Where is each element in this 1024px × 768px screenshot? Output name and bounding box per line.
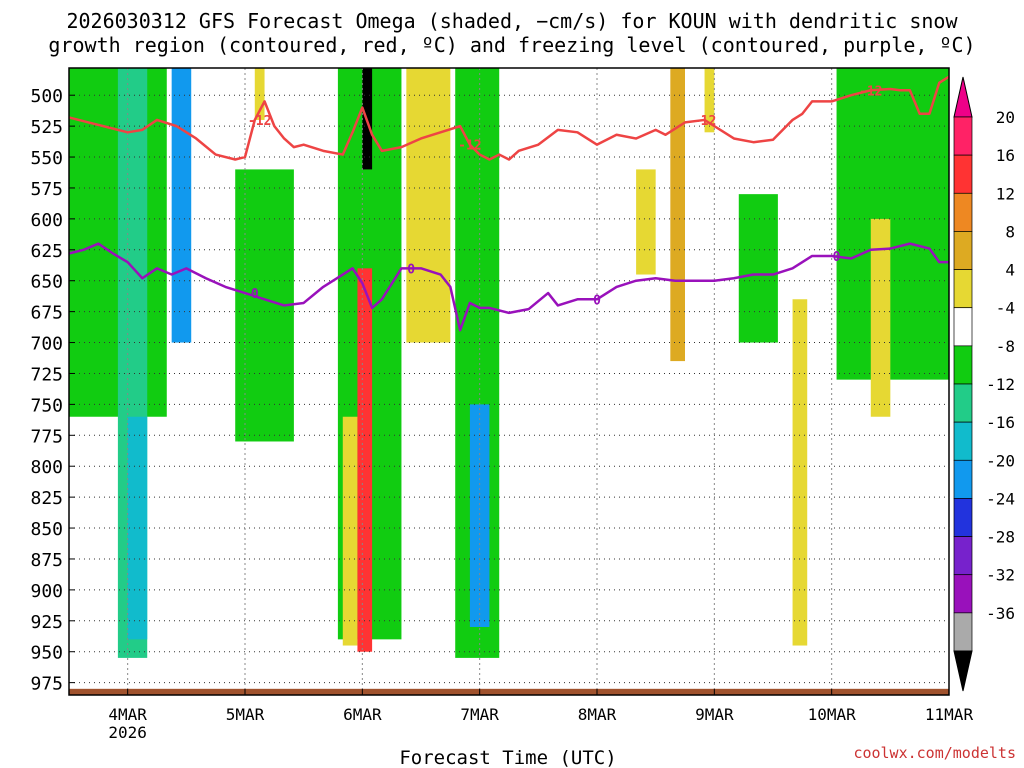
- colorbar-label: 16: [996, 146, 1015, 165]
- x-tick-label: 9MAR: [695, 705, 734, 724]
- colorbar-swatch: [953, 307, 973, 347]
- colorbar-label: -16: [986, 413, 1015, 432]
- y-tick-label: 725: [30, 364, 63, 385]
- contour-label: 0: [833, 250, 841, 265]
- y-tick-label: 900: [30, 581, 63, 602]
- colorbar-label: -32: [986, 566, 1015, 585]
- omega-red-6mar: [357, 268, 373, 652]
- colorbar-swatch: [953, 231, 973, 270]
- y-tick-label: 875: [30, 550, 63, 571]
- omega-blue-7mar: [469, 404, 490, 627]
- colorbar-swatch: [953, 269, 973, 309]
- colorbar-label: 12: [996, 184, 1015, 203]
- colorbar-label: 4: [1005, 261, 1015, 280]
- contour-series-1: [68, 242, 949, 332]
- colorbar-swatch: [953, 192, 973, 232]
- omega-yellow-10mar: [870, 218, 891, 417]
- y-tick-label: 550: [30, 148, 63, 169]
- y-tick-label: 700: [30, 334, 63, 355]
- x-tick-label: 6MAR: [343, 705, 382, 724]
- y-tick-label: 650: [30, 272, 63, 293]
- colorbar-swatch: [953, 459, 973, 499]
- y-tick-label: 750: [30, 395, 63, 416]
- y-tick-label: 850: [30, 519, 63, 540]
- x-axis-label: Forecast Time (UTC): [399, 747, 616, 768]
- y-axis: 500 525 550 575 600 625 650 675 700 725 750 775 800 8…: [30, 86, 75, 695]
- colorbar-swatch: [953, 345, 973, 385]
- x-tick-label: 11MAR: [925, 705, 974, 724]
- colorbar-bottom-cap: [953, 650, 973, 692]
- omega-shading-layer: [69, 68, 949, 658]
- x-tick-label: 8MAR: [578, 705, 617, 724]
- colorbar-label: -8: [996, 337, 1015, 356]
- colorbar-label: -20: [986, 451, 1015, 470]
- colorbar-top-cap: [953, 76, 973, 118]
- colorbar-label: -28: [986, 528, 1015, 547]
- omega-yellow-9-10mar: [792, 299, 808, 646]
- y-tick-label: 775: [30, 426, 63, 447]
- y-tick-label: 625: [30, 241, 63, 262]
- x-tick-sublabel: 2026: [108, 723, 147, 742]
- contour-label: -12: [458, 139, 481, 154]
- ground-surface: [69, 688, 949, 695]
- omega-cyan-4mar-low: [127, 416, 148, 640]
- colorbar-label: -4: [996, 299, 1015, 318]
- colorbar-label: -12: [986, 375, 1015, 394]
- y-tick-label: 500: [30, 86, 63, 107]
- contour-label: 0: [251, 287, 259, 302]
- omega-green-10mar: [836, 68, 949, 380]
- ground-layer: [69, 688, 949, 695]
- x-tick-label: 5MAR: [226, 705, 265, 724]
- colorbar-label: 20: [996, 108, 1015, 127]
- plot-area: [69, 68, 949, 695]
- colorbar: 20 16 12 8 4 -4 -8 -12 -16 -20 -24 -28 -32 -36: [953, 76, 1015, 692]
- contour-label: 0: [593, 293, 601, 308]
- contour-label: 0: [407, 262, 415, 277]
- colorbar-swatch: [953, 421, 973, 461]
- omega-yellow-8mar: [636, 169, 656, 275]
- contour-label: -12: [248, 114, 271, 129]
- contour-label: -12: [859, 84, 882, 99]
- colorbar-swatch: [953, 574, 973, 614]
- colorbar-label: -24: [986, 489, 1015, 508]
- colorbar-swatch: [953, 116, 973, 156]
- chart-title-line2: growth region (contoured, red, ºC) and f…: [48, 33, 975, 57]
- omega-green-9mar: [738, 194, 778, 343]
- credit-text: coolwx.com/modelts: [853, 744, 1016, 762]
- y-tick-label: 675: [30, 303, 63, 324]
- contour-layer: -12 -12 -12 -12 0 0 0 0: [68, 75, 950, 332]
- colorbar-swatch: [953, 498, 973, 537]
- y-tick-label: 925: [30, 612, 63, 633]
- chart-title-line1: 2026030312 GFS Forecast Omega (shaded, −…: [66, 9, 958, 33]
- y-tick-label: 600: [30, 210, 63, 231]
- grid-layer: [69, 68, 949, 695]
- omega-yellow-9mar: [704, 68, 715, 133]
- y-tick-label: 950: [30, 643, 63, 664]
- omega-orange-8-9mar: [670, 68, 685, 362]
- omega-yellow-6-7mar: [406, 68, 451, 343]
- colorbar-label: 8: [1005, 222, 1015, 241]
- x-tick-label: 10MAR: [808, 705, 857, 724]
- omega-blue-4mar: [171, 68, 192, 343]
- omega-yellow-6mar: [342, 416, 358, 646]
- y-tick-label: 525: [30, 117, 63, 138]
- x-tick-label: 7MAR: [460, 705, 499, 724]
- colorbar-swatch: [953, 154, 973, 194]
- y-tick-label: 975: [30, 674, 63, 695]
- y-tick-label: 575: [30, 179, 63, 200]
- y-tick-label: 825: [30, 488, 63, 509]
- colorbar-swatch: [953, 383, 973, 423]
- omega-yellow-5mar: [254, 68, 265, 120]
- contour-series-0: [68, 75, 950, 161]
- contour-label: -12: [693, 114, 716, 129]
- colorbar-swatch: [953, 612, 973, 652]
- x-tick-label: 4MAR: [108, 705, 147, 724]
- colorbar-label: -36: [986, 604, 1015, 623]
- colorbar-swatch: [953, 536, 973, 576]
- y-tick-label: 800: [30, 457, 63, 478]
- plot-frame: [68, 67, 950, 696]
